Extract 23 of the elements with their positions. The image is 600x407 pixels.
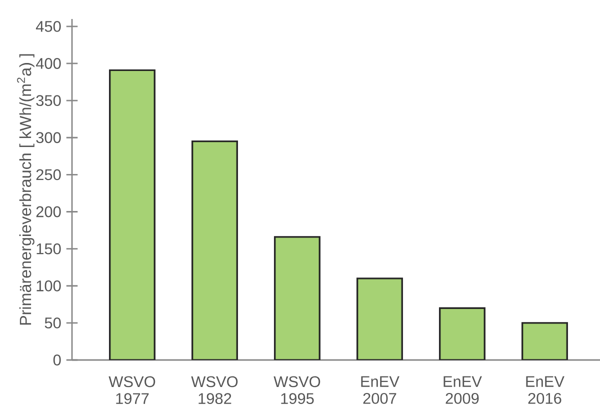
- y-tick-label: 150: [36, 243, 61, 254]
- y-tick-label: 350: [36, 95, 61, 106]
- y-tick-label: 200: [36, 206, 61, 218]
- x-tick-label: WSVO 1977: [108, 376, 156, 404]
- x-tick-label: EnEV 2016: [526, 376, 564, 404]
- bar: [108, 69, 156, 360]
- bar: [191, 140, 238, 360]
- y-tick-label: 300: [36, 132, 61, 144]
- x-tick-label: WSVO 1995: [274, 376, 320, 404]
- x-tick-label: EnEV 2009: [444, 376, 482, 404]
- y-tick-label: 400: [36, 58, 61, 69]
- y-tick-label: 450: [36, 20, 61, 32]
- x-tick-label: WSVO 1982: [191, 376, 238, 404]
- y-axis-title: Primärenergieverbrauch [ kWh/(m$^{2}$a) ]: [17, 54, 34, 325]
- x-tick-label: EnEV 2007: [361, 376, 400, 404]
- bar: [356, 278, 403, 360]
- y-tick-label: 50: [44, 317, 61, 328]
- bar: [438, 307, 486, 360]
- bar: [521, 322, 568, 360]
- y-tick-label: 250: [36, 169, 61, 180]
- y-tick-label: 0: [53, 354, 61, 366]
- y-tick-label: 100: [36, 280, 61, 292]
- bar: [274, 236, 320, 360]
